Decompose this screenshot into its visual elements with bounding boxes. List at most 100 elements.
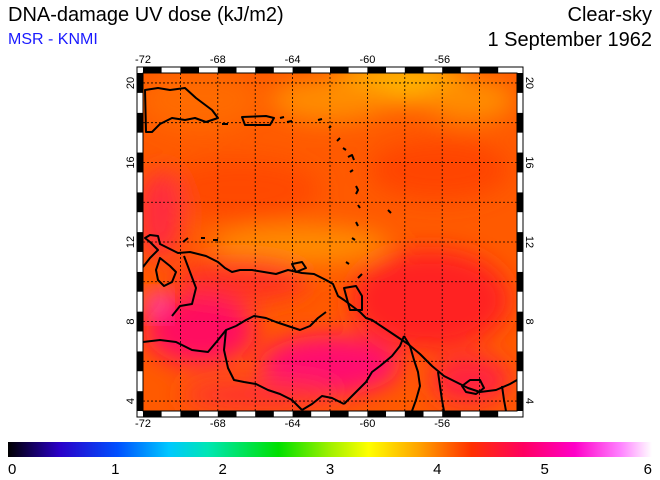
frame-segment: [367, 67, 387, 73]
frame-segment: [143, 67, 162, 73]
frame-segment: [517, 212, 523, 233]
frame-segment: [137, 251, 143, 272]
lon-tick-label: -68: [210, 418, 226, 430]
frame-segment: [367, 411, 387, 417]
colorbar-tick-label: 5: [540, 461, 548, 478]
frame-segment: [292, 411, 312, 417]
frame-segment: [330, 67, 349, 73]
frame-segment: [236, 67, 256, 73]
frame-segment: [255, 67, 274, 73]
frame-segment: [137, 291, 143, 312]
lat-tick-label: 8: [125, 318, 137, 324]
lat-tick-label: 12: [523, 236, 535, 248]
frame-segment: [137, 132, 143, 153]
frame-segment: [311, 411, 330, 417]
lat-tick-label: 16: [523, 156, 535, 168]
lon-tick-label: -72: [135, 54, 151, 66]
frame-segment: [386, 411, 405, 417]
frame-segment: [236, 411, 256, 417]
frame-segment: [423, 411, 443, 417]
frame-segment: [137, 152, 143, 173]
frame-segment: [517, 192, 523, 213]
frame-segment: [137, 73, 143, 93]
frame-segment: [479, 411, 499, 417]
frame-segment: [217, 411, 237, 417]
map-frame: [137, 67, 523, 417]
frame-segment: [137, 92, 143, 113]
uv-dose-field: [143, 73, 517, 411]
lon-tick-label: -56: [434, 418, 450, 430]
frame-segment: [137, 232, 143, 252]
frame-segment: [517, 152, 523, 173]
frame-segment: [442, 67, 461, 73]
lon-tick-label: -68: [210, 54, 226, 66]
frame-segment: [517, 172, 523, 193]
frame-segment: [404, 67, 424, 73]
date-label: 1 September 1962: [487, 29, 652, 51]
frame-segment: [517, 251, 523, 272]
frame-segment: [137, 112, 143, 133]
lat-tick-label: 4: [523, 398, 535, 404]
frame-segment: [479, 67, 499, 73]
frame-segment: [137, 212, 143, 233]
frame-segment: [273, 67, 293, 73]
frame-segment: [517, 132, 523, 153]
lon-tick-label: -64: [285, 54, 301, 66]
frame-segment: [517, 73, 523, 93]
frame-segment: [517, 371, 523, 392]
frame-segment: [137, 192, 143, 213]
colorbar-tick-label: 1: [111, 461, 119, 478]
frame-segment: [348, 67, 368, 73]
frame-segment: [137, 351, 143, 372]
colorbar: [8, 442, 652, 457]
frame-segment: [137, 311, 143, 332]
longitude-labels-bottom: -72 -68 -64 -60 -56: [135, 418, 450, 430]
frame-segment: [137, 271, 143, 292]
lon-tick-label: -56: [434, 54, 450, 66]
latitude-labels-left: 4 8 12 16 20: [125, 77, 137, 404]
colorbar-tick-label: 2: [218, 461, 226, 478]
colorbar-tick-label: 3: [326, 461, 334, 478]
lat-tick-label: 8: [523, 318, 535, 324]
lat-tick-label: 4: [125, 398, 137, 404]
frame-segment: [517, 311, 523, 332]
frame-segment: [255, 411, 274, 417]
frame-segment: [517, 291, 523, 312]
longitude-labels-top: -72 -68 -64 -60 -56: [135, 54, 450, 66]
frame-segment: [137, 172, 143, 193]
colorbar-tick-labels: 0 1 2 3 4 5 6: [8, 461, 652, 478]
frame-segment: [517, 232, 523, 252]
frame-segment: [330, 411, 349, 417]
lat-tick-label: 20: [523, 77, 535, 89]
frame-segment: [517, 271, 523, 292]
lat-tick-label: 20: [125, 77, 137, 89]
frame-segment: [143, 411, 162, 417]
sky-condition-label: Clear-sky: [567, 4, 652, 26]
frame-segment: [217, 67, 237, 73]
frame-segment: [348, 411, 368, 417]
frame-segment: [292, 67, 312, 73]
frame-segment: [161, 67, 181, 73]
lon-tick-label: -60: [359, 54, 375, 66]
frame-segment: [161, 411, 181, 417]
coastlines: [143, 87, 517, 411]
frame-segment: [199, 67, 218, 73]
colorbar-tick-label: 0: [8, 461, 16, 478]
colorbar-tick-label: 6: [644, 461, 652, 478]
frame-segment: [137, 331, 143, 352]
frame-segment: [180, 411, 200, 417]
lat-tick-label: 12: [125, 236, 137, 248]
colorbar-tick-label: 4: [433, 461, 441, 478]
lon-tick-label: -72: [135, 418, 151, 430]
frame-segment: [273, 411, 293, 417]
frame-segment: [498, 67, 517, 73]
frame-segment: [442, 411, 461, 417]
frame-segment: [137, 371, 143, 392]
frame-segment: [498, 411, 517, 417]
frame-segment: [517, 331, 523, 352]
frame-segment: [423, 67, 443, 73]
lon-tick-label: -60: [359, 418, 375, 430]
frame-segment: [311, 67, 330, 73]
frame-segment: [517, 351, 523, 372]
